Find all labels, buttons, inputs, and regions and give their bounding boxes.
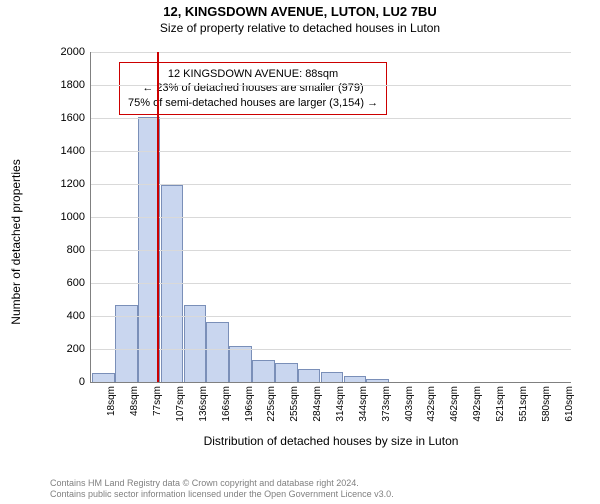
y-tick-label: 1200	[61, 178, 85, 190]
y-tick-label: 400	[67, 310, 85, 322]
x-tick-label: 255sqm	[289, 386, 300, 422]
y-tick-label: 0	[79, 376, 85, 388]
bar	[366, 379, 389, 382]
y-tick-label: 1800	[61, 79, 85, 91]
gridline	[91, 316, 571, 317]
footnote-line-2: Contains public sector information licen…	[50, 489, 394, 500]
bar	[92, 373, 115, 382]
gridline	[91, 217, 571, 218]
annotation-line-1: 12 KINGSDOWN AVENUE: 88sqm	[128, 67, 378, 81]
bar	[275, 363, 298, 382]
y-tick-label: 800	[67, 244, 85, 256]
x-tick-label: 492sqm	[472, 386, 483, 422]
x-tick-label: 462sqm	[449, 386, 460, 422]
gridline	[91, 250, 571, 251]
x-tick-label: 284sqm	[312, 386, 323, 422]
page-subtitle: Size of property relative to detached ho…	[0, 21, 600, 35]
x-tick-label: 107sqm	[175, 386, 186, 422]
bar	[321, 372, 344, 382]
marker-line	[157, 52, 159, 382]
x-tick-label: 610sqm	[564, 386, 575, 422]
x-tick-label: 344sqm	[358, 386, 369, 422]
x-axis-label: Distribution of detached houses by size …	[204, 434, 459, 448]
gridline	[91, 283, 571, 284]
x-tick-label: 432sqm	[426, 386, 437, 422]
y-tick-label: 1000	[61, 211, 85, 223]
x-tick-label: 225sqm	[266, 386, 277, 422]
x-tick-label: 166sqm	[221, 386, 232, 422]
x-tick-label: 521sqm	[495, 386, 506, 422]
bar	[298, 369, 321, 382]
y-tick-label: 1400	[61, 145, 85, 157]
y-tick-label: 600	[67, 277, 85, 289]
bar	[229, 346, 252, 382]
x-tick-label: 196sqm	[244, 386, 255, 422]
x-tick-label: 314sqm	[335, 386, 346, 422]
bar	[206, 322, 229, 382]
gridline	[91, 85, 571, 86]
bar	[252, 360, 275, 382]
x-tick-label: 136sqm	[198, 386, 209, 422]
y-tick-label: 2000	[61, 46, 85, 58]
x-tick-label: 373sqm	[381, 386, 392, 422]
x-tick-label: 77sqm	[152, 386, 163, 416]
x-tick-label: 18sqm	[106, 386, 117, 416]
x-tick-label: 48sqm	[129, 386, 140, 416]
page-title: 12, KINGSDOWN AVENUE, LUTON, LU2 7BU	[0, 4, 600, 19]
y-tick-label: 200	[67, 343, 85, 355]
bar	[344, 376, 367, 382]
gridline	[91, 349, 571, 350]
chart-container: Number of detached properties 12 KINGSDO…	[50, 52, 570, 432]
footnote: Contains HM Land Registry data © Crown c…	[50, 478, 394, 500]
annotation-line-2: ← 23% of detached houses are smaller (97…	[128, 81, 378, 95]
y-tick-label: 1600	[61, 112, 85, 124]
gridline	[91, 118, 571, 119]
annotation-line-3: 75% of semi-detached houses are larger (…	[128, 96, 378, 110]
x-tick-label: 403sqm	[404, 386, 415, 422]
x-tick-label: 580sqm	[541, 386, 552, 422]
plot-area: 12 KINGSDOWN AVENUE: 88sqm ← 23% of deta…	[90, 52, 571, 383]
gridline	[91, 52, 571, 53]
footnote-line-1: Contains HM Land Registry data © Crown c…	[50, 478, 394, 489]
gridline	[91, 184, 571, 185]
y-axis-label: Number of detached properties	[9, 159, 23, 324]
gridline	[91, 151, 571, 152]
x-tick-label: 551sqm	[518, 386, 529, 422]
